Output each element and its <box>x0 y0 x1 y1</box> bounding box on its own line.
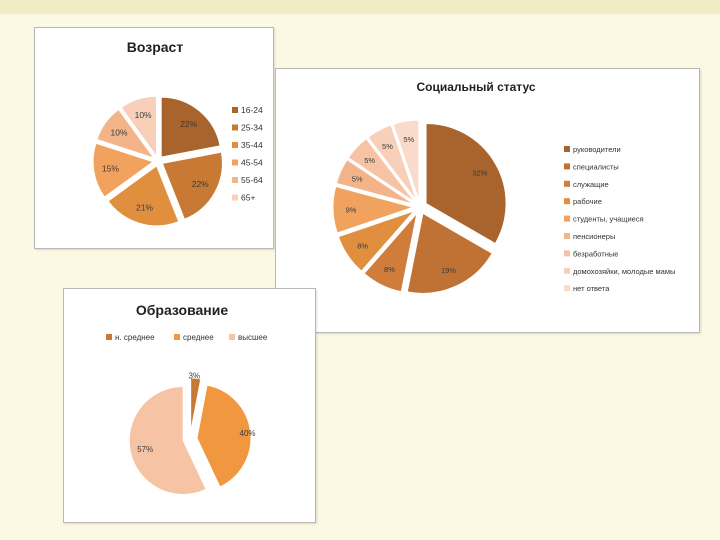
legend-label-нет-ответа: нет ответа <box>573 284 610 293</box>
data-label-студенты-учащиеся: 9% <box>346 205 357 214</box>
legend-swatch-н-среднее <box>106 334 112 340</box>
data-label-руководители: 32% <box>472 169 487 178</box>
data-label-пенсионеры: 5% <box>352 175 363 184</box>
pie-slice-16-24 <box>160 96 221 158</box>
legend-label-среднее: среднее <box>183 333 214 342</box>
data-label-16-24: 22% <box>180 119 197 129</box>
data-label-55-64: 10% <box>110 128 127 138</box>
pie-slice-35-44 <box>107 165 180 227</box>
legend-swatch-65 <box>232 194 238 201</box>
pie-slice-служащие <box>363 211 418 293</box>
legend-label-рабочие: рабочие <box>573 197 602 206</box>
legend-swatch-пенсионеры <box>564 233 570 239</box>
age-chart-panel: Возраст 22% 22% 21% 15% 10% 10% 16-24 25-34 35-44… <box>34 27 274 249</box>
pie-slice-студенты-учащиеся <box>332 185 415 234</box>
legend-swatch-16-24 <box>232 107 238 113</box>
legend-label-н-среднее: н. среднее <box>115 333 155 342</box>
legend-label-45-54: 45-54 <box>241 158 263 168</box>
social-status-pie-chart: Социальный статус 32% 19% 8% 8% 9% 5% 5% 5% 5% рук… <box>332 80 675 294</box>
legend-label-65: 65+ <box>241 193 255 203</box>
data-label-рабочие: 8% <box>357 241 368 250</box>
legend-label-специалисты: специалисты <box>573 162 619 171</box>
legend-swatch-высшее <box>229 334 235 340</box>
pie-slice-руководители <box>425 122 507 245</box>
data-label-65: 10% <box>135 110 152 120</box>
legend-swatch-студенты-учащиеся <box>564 215 570 222</box>
data-label-45-54: 15% <box>102 164 119 174</box>
legend-label-пенсионеры: пенсионеры <box>573 232 615 241</box>
legend-swatch-55-64 <box>232 177 238 183</box>
social-status-chart-panel: Социальный статус 32% 19% 8% 8% 9% 5% 5% 5% 5% рук… <box>275 68 700 333</box>
data-label-среднее: 40% <box>240 429 256 438</box>
pie-slice-нет-ответа <box>392 119 420 201</box>
pie-slice-специалисты <box>406 212 493 294</box>
data-label-служащие: 8% <box>384 265 395 274</box>
legend-label-55-64: 55-64 <box>241 175 263 185</box>
legend-swatch-среднее <box>174 334 180 340</box>
top-stripe <box>0 0 720 14</box>
legend-swatch-руководители <box>564 146 570 152</box>
pie-slice-рабочие <box>337 209 416 272</box>
pie-slice-среднее <box>196 384 252 488</box>
data-label-домохозяйки-молодые-мамы: 5% <box>382 142 393 151</box>
chart-title: Социальный статус <box>416 80 535 94</box>
legend-swatch-домохозяйки-молодые-мамы <box>564 267 570 274</box>
legend-swatch-25-34 <box>232 124 238 131</box>
legend-swatch-безработные <box>564 250 570 257</box>
pie-slice-безработные <box>347 138 416 203</box>
pie-slice-домохозяйки-молодые-мамы <box>367 124 418 202</box>
data-label-нет-ответа: 5% <box>403 135 414 144</box>
legend-label-16-24: 16-24 <box>241 105 263 115</box>
legend-label-25-34: 25-34 <box>241 123 263 133</box>
pie-slice-25-34 <box>161 151 223 220</box>
data-label-безработные: 5% <box>364 156 375 165</box>
data-label-35-44: 21% <box>136 202 153 212</box>
legend-swatch-служащие <box>564 180 570 187</box>
legend-label-студенты-учащиеся: студенты, учащиеся <box>573 215 644 224</box>
chart-title: Образование <box>136 302 228 318</box>
pie-slice-высшее <box>128 386 207 496</box>
legend-label-35-44: 35-44 <box>241 140 263 150</box>
data-label-высшее: 57% <box>137 445 153 454</box>
education-pie-chart: Образование 3% 40% 57% н. среднее среднее высш… <box>106 302 268 496</box>
data-label-н-среднее: 3% <box>189 371 201 380</box>
data-label-специалисты: 19% <box>441 266 456 275</box>
pie-slice-55-64 <box>96 108 156 160</box>
pie-slice-45-54 <box>92 142 155 198</box>
legend-swatch-нет-ответа <box>564 285 570 292</box>
legend-label-руководители: руководители <box>573 145 621 154</box>
education-chart-panel: Образование 3% 40% 57% н. среднее среднее высш… <box>63 288 316 523</box>
legend-label-высшее: высшее <box>238 333 268 342</box>
pie-slice-65 <box>120 95 157 158</box>
legend-swatch-45-54 <box>232 159 238 166</box>
legend-swatch-специалисты <box>564 163 570 170</box>
pie-slice-н-среднее <box>190 377 202 433</box>
legend-swatch-рабочие <box>564 198 570 205</box>
legend-label-служащие: служащие <box>573 180 609 189</box>
age-pie-chart: Возраст 22% 22% 21% 15% 10% 10% 16-24 25-34 35-44… <box>92 39 263 227</box>
legend-swatch-35-44 <box>232 142 238 148</box>
chart-title: Возраст <box>127 39 184 55</box>
legend-label-домохозяйки-молодые-мамы: домохозяйки, молодые мамы <box>573 267 675 276</box>
legend-label-безработные: безработные <box>573 249 618 258</box>
data-label-25-34: 22% <box>192 179 209 189</box>
pie-slice-пенсионеры <box>335 158 414 205</box>
